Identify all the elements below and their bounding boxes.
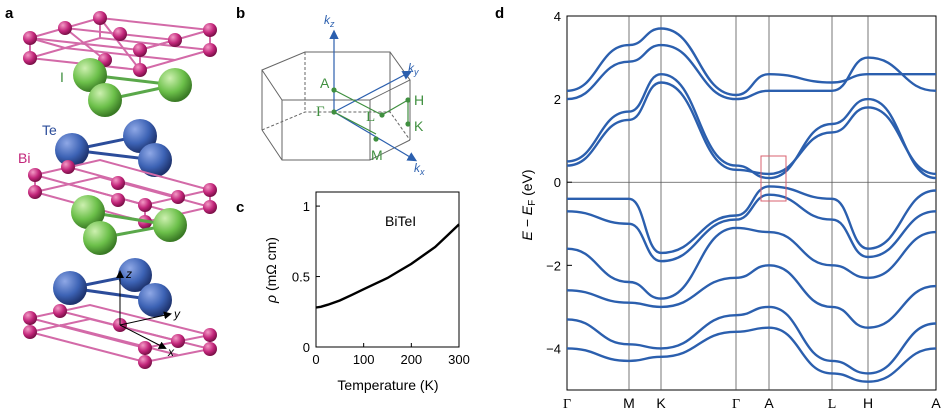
band-val-6 [566, 326, 937, 383]
ky-label: ky [408, 61, 419, 77]
kpath-label: K [656, 395, 666, 411]
x-tick-label: 100 [353, 352, 375, 367]
kpath-label: A [764, 395, 774, 411]
band-val-5 [566, 305, 937, 375]
resistivity-ticks: 0 100 200 300 0 0.5 1 [292, 199, 470, 367]
kpath-label: M [623, 395, 635, 411]
axis-x-label: x [167, 345, 175, 359]
panel-d: d 4 2 0 −2 −4 Γ M K Γ A L H A E − EF (eV) [495, 5, 941, 412]
band-y-tick-label: −2 [546, 258, 561, 273]
kz-label: kz [324, 13, 335, 29]
x-tick-label: 300 [448, 352, 470, 367]
point-L-label: L [366, 109, 375, 125]
bi-atoms-middle [28, 160, 217, 229]
kpath-label: L [828, 397, 837, 412]
iodine-label: I [60, 69, 64, 85]
tellurium-atoms-lower [53, 258, 172, 317]
band-val-3 [566, 226, 937, 300]
kpath-label: Γ [563, 397, 571, 412]
band-y-tick-label: 0 [554, 175, 561, 190]
panel-a: a I Te [5, 5, 217, 369]
band-val-2 [566, 193, 937, 263]
point-H-label: H [414, 92, 424, 108]
band-curves [566, 27, 937, 383]
bismuth-label: Bi [18, 150, 30, 166]
band-plot-frame [566, 15, 937, 391]
band-cond-high-1 [566, 27, 936, 97]
brillouin-zone [261, 51, 411, 161]
kpath-label: H [863, 395, 873, 411]
band-y-tick-label: 2 [554, 92, 561, 107]
tellurium-atoms-middle [55, 119, 172, 177]
band-val-4 [566, 264, 937, 329]
y-tick-label: 1 [303, 199, 310, 214]
band-y-tick-label: 4 [554, 9, 561, 24]
iodine-atoms-upper [73, 58, 192, 117]
resistivity-curve [315, 223, 460, 309]
rashba-highlight-box [760, 155, 787, 202]
x-tick-label: 0 [312, 352, 319, 367]
axis-y-label: y [173, 307, 181, 321]
point-Gamma-label: Γ [316, 104, 325, 120]
kpath-label: Γ [732, 397, 740, 412]
bi-layer-middle [34, 158, 211, 224]
resistivity-plot-frame [315, 191, 460, 348]
panel-d-label: d [495, 5, 504, 22]
panel-c-label: c [236, 199, 244, 216]
resistivity-xlabel: Temperature (K) [337, 377, 438, 393]
panel-b: b kz ky kx A Γ L [236, 5, 425, 177]
y-tick-label: 0.5 [292, 270, 310, 285]
point-A-label: A [320, 75, 330, 91]
band-cond-low-1 [566, 73, 937, 180]
band-ylabel: E − EF (eV) [519, 169, 538, 240]
panel-a-label: a [5, 5, 14, 22]
band-val-1 [566, 185, 937, 255]
panel-b-label: b [236, 5, 245, 22]
y-tick-label: 0 [303, 340, 310, 355]
reciprocal-axes [329, 29, 418, 162]
chart-legend-bitei: BiTeI [385, 213, 416, 229]
bi-layer-top [29, 16, 211, 72]
point-M-label: M [371, 147, 383, 163]
iodine-atoms-lower [71, 195, 187, 255]
kx-label: kx [414, 161, 425, 177]
symmetry-path [333, 89, 409, 135]
resistivity-ylabel: ρ (mΩ cm) [263, 237, 279, 304]
band-cond-low-2 [566, 81, 937, 176]
tellurium-label: Te [42, 122, 57, 138]
bi-atoms-bottom [23, 304, 217, 369]
cartesian-axes [116, 270, 172, 349]
x-tick-label: 200 [400, 352, 422, 367]
point-K-label: K [414, 118, 424, 134]
symmetry-points [331, 87, 411, 142]
axis-z-label: z [125, 267, 132, 281]
kpath-label: A [931, 395, 941, 411]
band-ticks: 4 2 0 −2 −4 Γ M K Γ A L H A [546, 9, 941, 412]
band-y-tick-label: −4 [546, 341, 561, 356]
band-cond-high-2 [566, 43, 937, 101]
